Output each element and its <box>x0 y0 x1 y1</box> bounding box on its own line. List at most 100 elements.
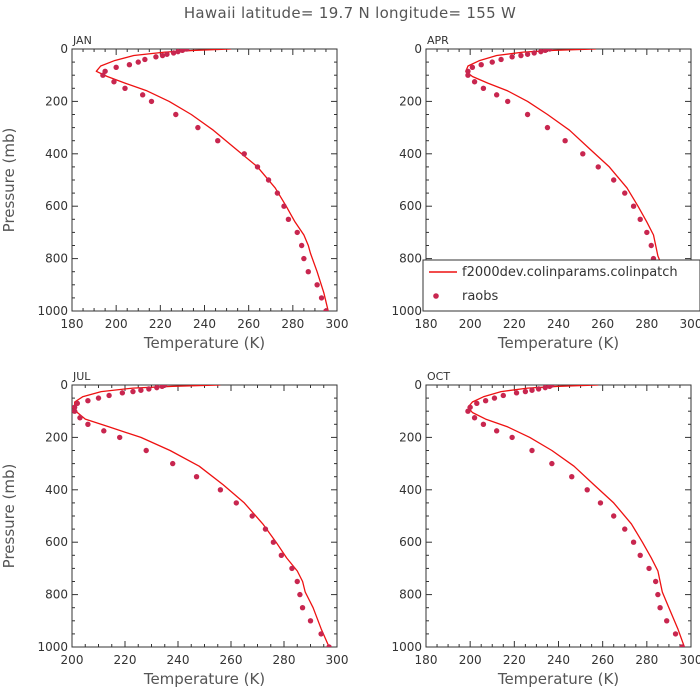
raobs-point-oct <box>522 388 529 395</box>
x-tick-label-apr-6: 300 <box>680 317 700 331</box>
raobs-point-oct <box>493 428 500 434</box>
raobs-point-jul <box>143 447 149 454</box>
raobs-point-oct <box>529 447 535 454</box>
raobs-point-oct <box>482 398 489 404</box>
x-tick-label-oct-0: 180 <box>415 653 438 667</box>
raobs-point-oct <box>465 408 471 414</box>
raobs-point-jul <box>146 386 152 392</box>
raobs-point-apr <box>465 68 471 74</box>
plot-frame-oct <box>425 384 692 648</box>
x-tick-label-jul-2: 240 <box>167 653 190 667</box>
series-line-jan <box>95 49 329 311</box>
panel-label-jul: JUL <box>72 370 91 383</box>
raobs-point-apr <box>538 49 544 55</box>
raobs-point-oct <box>480 421 487 427</box>
raobs-point-oct <box>474 400 480 407</box>
raobs-point-apr <box>465 72 471 78</box>
raobs-point-jan <box>294 229 300 236</box>
raobs-point-jan <box>148 98 155 105</box>
raobs-point-apr <box>562 138 568 144</box>
raobs-point-oct <box>622 526 628 532</box>
x-axis-label-jan: Temperature (K) <box>143 334 265 352</box>
raobs-point-jan <box>274 190 281 196</box>
raobs-point-apr <box>580 151 586 157</box>
raobs-point-apr <box>544 124 551 131</box>
raobs-point-oct <box>584 487 590 493</box>
x-tick-label-apr-1: 200 <box>459 317 482 331</box>
x-tick-label-jan-5: 280 <box>281 317 304 331</box>
raobs-point-apr <box>622 190 628 196</box>
chart-title: Hawaii latitude= 19.7 N longitude= 155 W <box>183 4 517 22</box>
y-tick-label-jul-3: 600 <box>45 535 68 549</box>
raobs-point-oct <box>500 392 506 399</box>
x-tick-label-oct-6: 300 <box>680 653 700 667</box>
data-area-jan <box>95 49 329 311</box>
raobs-point-jan <box>159 52 166 59</box>
legend-box <box>422 259 700 312</box>
x-tick-label-oct-5: 280 <box>635 653 658 667</box>
raobs-point-apr <box>509 54 515 60</box>
x-tick-label-jan-2: 220 <box>149 317 172 331</box>
raobs-point-apr <box>648 242 654 249</box>
raobs-point-oct <box>471 415 478 421</box>
raobs-point-oct <box>569 474 575 480</box>
raobs-point-jan <box>170 50 177 56</box>
y-tick-label-oct-4: 800 <box>399 588 422 602</box>
raobs-point-jul <box>72 408 78 414</box>
raobs-point-apr <box>524 51 531 57</box>
raobs-point-jan <box>241 151 247 157</box>
y-tick-label-jul-5: 1000 <box>37 640 68 654</box>
raobs-point-apr <box>542 49 548 54</box>
legend-dot-marker <box>433 293 439 299</box>
raobs-point-jan <box>323 308 329 311</box>
raobs-point-jan <box>305 269 311 275</box>
raobs-point-jul <box>217 487 224 493</box>
panel-label-jan: JAN <box>72 34 92 47</box>
raobs-point-jul <box>289 565 295 572</box>
x-tick-label-jan-0: 180 <box>61 317 84 331</box>
raobs-point-oct <box>664 618 670 624</box>
raobs-point-apr <box>505 98 511 105</box>
raobs-point-jul <box>138 387 144 393</box>
raobs-point-apr <box>518 52 524 59</box>
raobs-point-jul <box>170 460 176 467</box>
raobs-point-jul <box>74 400 81 407</box>
raobs-point-jul <box>159 385 165 390</box>
raobs-point-jul <box>249 513 255 519</box>
raobs-point-oct <box>491 395 498 401</box>
raobs-point-jul <box>77 415 83 421</box>
raobs-point-jan <box>285 216 292 222</box>
x-tick-label-apr-3: 240 <box>547 317 570 331</box>
legend-entry-label: f2000dev.colinparams.colinpatch <box>462 265 678 280</box>
x-axis-label-oct: Temperature (K) <box>497 670 619 688</box>
raobs-point-jul <box>299 605 306 611</box>
series-line-apr <box>465 49 681 311</box>
panel-jan: 180 200 220 240 260 280 300 0 200 400 600 800 1000 JA… <box>0 34 348 352</box>
raobs-point-oct <box>646 565 652 572</box>
raobs-point-jan <box>215 138 221 144</box>
raobs-point-jan <box>301 255 307 262</box>
raobs-point-apr <box>630 203 637 209</box>
raobs-point-oct <box>655 591 661 598</box>
raobs-point-jul <box>119 390 126 396</box>
raobs-point-apr <box>595 164 601 170</box>
raobs-point-jul <box>117 434 123 441</box>
raobs-point-jul <box>318 631 324 637</box>
raobs-point-oct <box>467 404 473 410</box>
raobs-point-jul <box>270 539 277 545</box>
x-tick-label-apr-5: 280 <box>635 317 658 331</box>
raobs-point-jan <box>102 68 108 74</box>
y-tick-label-apr-4: 800 <box>399 252 422 266</box>
raobs-point-jan <box>139 92 146 98</box>
raobs-point-apr <box>471 79 478 85</box>
raobs-point-jan <box>318 295 325 301</box>
y-tick-label-jan-1: 200 <box>45 94 68 108</box>
raobs-point-apr <box>644 229 650 236</box>
x-tick-label-jul-1: 220 <box>114 653 137 667</box>
raobs-point-oct <box>535 386 542 392</box>
y-tick-label-apr-1: 200 <box>399 94 422 108</box>
raobs-point-jan <box>179 49 186 54</box>
raobs-point-jul <box>278 552 285 558</box>
plot-frame-jul <box>71 384 338 648</box>
